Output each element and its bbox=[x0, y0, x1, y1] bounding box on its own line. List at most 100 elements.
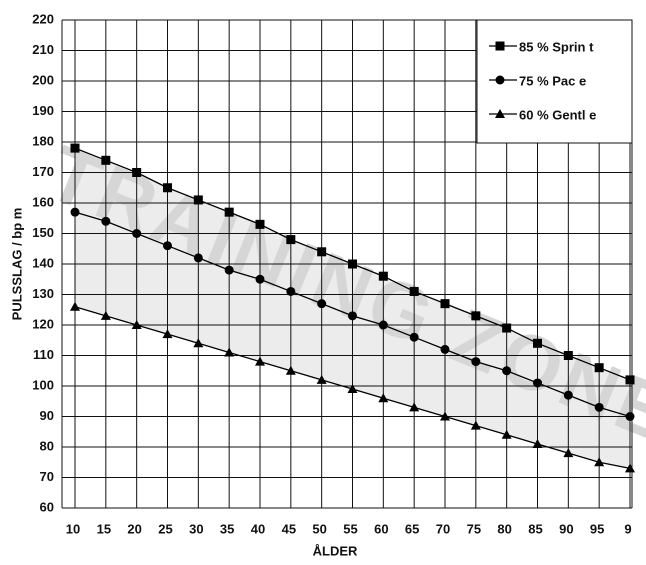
data-point bbox=[193, 338, 204, 348]
data-point bbox=[285, 365, 296, 375]
data-point bbox=[255, 356, 265, 366]
data-point bbox=[409, 402, 420, 412]
data-point bbox=[440, 344, 450, 354]
data-point bbox=[132, 229, 142, 238]
y-axis-label: PULSSLAG / bp m bbox=[9, 208, 24, 321]
data-point bbox=[563, 390, 573, 400]
y-tick-label: 220 bbox=[32, 11, 54, 26]
data-point bbox=[378, 393, 389, 403]
x-tick-label: 80 bbox=[497, 521, 511, 536]
x-tick-label: 55 bbox=[343, 521, 357, 536]
x-tick-label: 95 bbox=[590, 521, 604, 536]
data-point bbox=[224, 347, 235, 357]
data-point bbox=[594, 402, 604, 412]
y-tick-label: 120 bbox=[32, 316, 54, 331]
y-tick-label: 70 bbox=[40, 469, 54, 484]
x-tick-label: 25 bbox=[158, 521, 172, 536]
x-tick-label: 45 bbox=[282, 521, 296, 536]
y-tick-label: 80 bbox=[40, 438, 54, 453]
data-point bbox=[409, 332, 419, 342]
legend-marker bbox=[495, 41, 505, 51]
data-point bbox=[409, 286, 419, 296]
x-tick-label: 70 bbox=[436, 521, 450, 536]
data-point bbox=[348, 311, 357, 321]
data-point bbox=[378, 320, 388, 330]
x-axis-label: ÅLDER bbox=[313, 543, 358, 558]
data-point bbox=[224, 207, 234, 217]
data-point bbox=[101, 216, 111, 226]
data-point bbox=[317, 299, 327, 309]
data-point bbox=[471, 357, 481, 367]
data-point bbox=[471, 311, 481, 321]
x-tick-label: 9 bbox=[624, 521, 631, 536]
data-point bbox=[502, 323, 512, 333]
data-point bbox=[501, 429, 512, 439]
data-point bbox=[594, 457, 605, 467]
data-point bbox=[131, 320, 142, 329]
y-tick-label: 150 bbox=[32, 225, 54, 240]
data-point bbox=[378, 271, 388, 281]
data-point bbox=[347, 384, 358, 394]
y-tick-label: 210 bbox=[32, 42, 54, 57]
legend-label: 85 % Sprin t bbox=[519, 39, 594, 54]
data-point bbox=[563, 448, 574, 458]
data-point bbox=[348, 259, 357, 269]
data-point bbox=[255, 219, 265, 229]
x-tick-label: 50 bbox=[312, 521, 326, 536]
x-tick-label: 75 bbox=[467, 521, 481, 536]
data-point bbox=[533, 338, 542, 348]
y-tick-label: 140 bbox=[32, 255, 54, 270]
x-tick-label: 20 bbox=[127, 521, 141, 536]
x-tick-label: 85 bbox=[528, 521, 542, 536]
data-point bbox=[286, 235, 296, 245]
data-point bbox=[625, 375, 635, 385]
x-tick-label: 60 bbox=[374, 521, 388, 536]
x-tick-label: 15 bbox=[97, 521, 111, 536]
x-tick-label: 10 bbox=[66, 521, 80, 536]
data-point bbox=[163, 241, 172, 251]
y-tick-label: 160 bbox=[32, 194, 54, 209]
x-tick-label: 30 bbox=[189, 521, 203, 536]
data-point bbox=[193, 195, 203, 205]
data-point bbox=[470, 420, 481, 430]
y-tick-label: 130 bbox=[32, 286, 54, 301]
data-point bbox=[163, 183, 172, 193]
data-point bbox=[162, 329, 173, 339]
data-point bbox=[625, 412, 635, 421]
y-tick-label: 190 bbox=[32, 103, 54, 118]
data-point bbox=[70, 301, 80, 311]
data-point bbox=[193, 253, 203, 263]
legend-marker bbox=[495, 75, 505, 85]
x-tick-label: 90 bbox=[559, 521, 573, 536]
y-tick-label: 110 bbox=[33, 347, 54, 362]
y-tick-label: 90 bbox=[40, 408, 54, 423]
data-point bbox=[70, 143, 80, 153]
data-point bbox=[70, 207, 80, 217]
data-point bbox=[532, 438, 543, 448]
x-tick-label: 35 bbox=[220, 521, 234, 536]
y-tick-label: 200 bbox=[32, 72, 54, 87]
data-point bbox=[594, 363, 604, 373]
data-point bbox=[625, 463, 635, 473]
y-tick-label: 170 bbox=[32, 164, 54, 179]
data-point bbox=[286, 286, 296, 296]
data-point bbox=[316, 374, 327, 384]
x-tick-label: 65 bbox=[405, 521, 419, 536]
legend-label: 60 % Gentl e bbox=[519, 107, 596, 122]
data-point bbox=[255, 274, 265, 284]
data-point bbox=[132, 168, 142, 177]
data-point bbox=[101, 155, 111, 165]
y-tick-label: 100 bbox=[32, 377, 54, 392]
data-point bbox=[502, 366, 512, 376]
y-tick-label: 60 bbox=[40, 499, 54, 514]
data-point bbox=[317, 247, 327, 257]
data-point bbox=[224, 265, 234, 275]
data-point bbox=[100, 310, 111, 320]
data-point bbox=[533, 378, 542, 388]
data-point bbox=[440, 411, 450, 421]
legend-marker bbox=[495, 109, 505, 118]
data-point bbox=[563, 351, 573, 360]
data-point bbox=[440, 299, 450, 309]
y-tick-label: 180 bbox=[32, 133, 54, 148]
